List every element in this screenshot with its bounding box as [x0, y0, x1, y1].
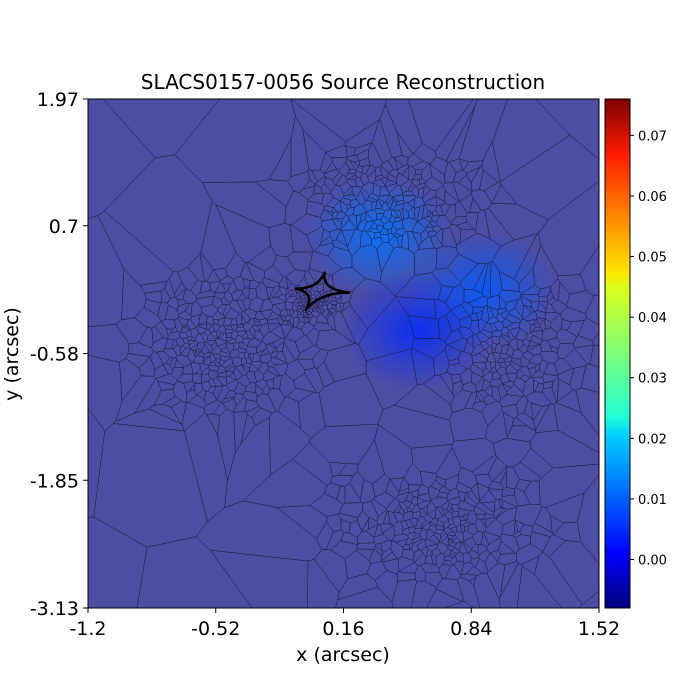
y-tick-label: 0.7 [49, 216, 79, 238]
brightness-layer [304, 175, 558, 391]
colorbar-tick-label: 0.00 [638, 554, 667, 569]
y-tick-label: 1.97 [37, 89, 79, 111]
voronoi-mesh [88, 99, 599, 608]
y-tick-label: -0.58 [30, 344, 79, 366]
colorbar-gradient [604, 98, 631, 609]
x-axis: -1.2 -0.52 0.16 0.84 1.52 [69, 608, 620, 640]
x-tick-label: -0.52 [191, 618, 240, 640]
x-tick-label: -1.2 [69, 618, 106, 640]
colorbar-tick-label: 0.06 [638, 190, 667, 205]
y-axis-label: y (arcsec) [1, 307, 23, 401]
brightness-peak [341, 270, 492, 391]
x-axis-label: x (arcsec) [296, 644, 390, 666]
x-tick-label: 0.84 [450, 618, 492, 640]
colorbar-tick-label: 0.05 [638, 251, 667, 266]
caustic-line [294, 271, 351, 311]
caustic-curve [294, 271, 351, 311]
y-tick-label: -1.85 [30, 470, 79, 492]
colorbar-tick-label: 0.03 [638, 372, 667, 387]
y-tick-label: -3.13 [30, 598, 79, 620]
colorbar-tick-label: 0.01 [638, 493, 667, 508]
colorbar-tick-label: 0.02 [638, 432, 667, 447]
chart-title: SLACS0157-0056 Source Reconstruction [141, 70, 545, 94]
x-tick-label: 0.16 [322, 618, 364, 640]
colorbar-tick-label: 0.04 [638, 311, 667, 326]
x-tick-label: 1.52 [578, 618, 620, 640]
y-axis: 1.97 0.7 -0.58 -1.85 -3.13 [30, 89, 88, 620]
colorbar-ticks: 0.00 0.01 0.02 0.03 0.04 0.05 0.06 0.07 [630, 129, 667, 569]
plot-area [87, 98, 600, 609]
colorbar: 0.00 0.01 0.02 0.03 0.04 0.05 0.06 0.07 [604, 98, 667, 609]
colorbar-tick-label: 0.07 [638, 129, 667, 144]
voronoi-cells [88, 99, 599, 608]
